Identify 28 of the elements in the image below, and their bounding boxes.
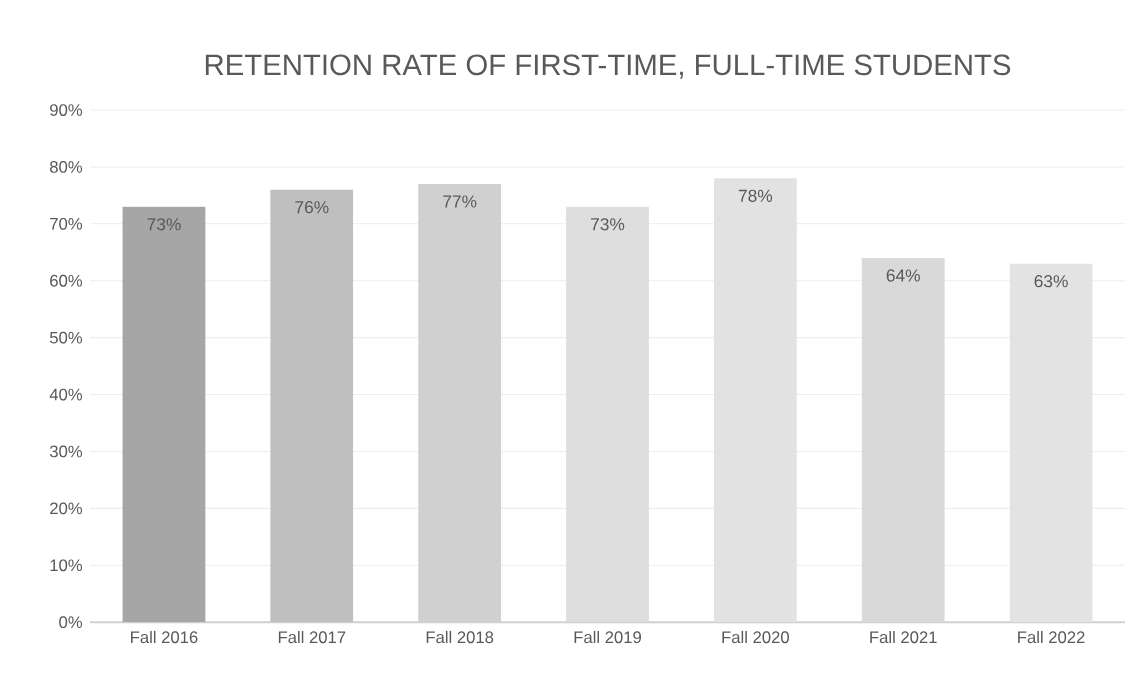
data-label: 64% <box>886 269 920 282</box>
data-label: 77% <box>443 195 477 208</box>
y-tick-label: 70% <box>50 217 83 230</box>
data-label: 63% <box>1034 274 1068 288</box>
y-tick-label: 40% <box>49 388 83 401</box>
y-tick-label: 10% <box>50 559 83 572</box>
y-tick-label: 20% <box>50 502 83 515</box>
x-tick-label: Fall 2017 <box>278 630 346 644</box>
y-tick-label: 80% <box>50 160 83 173</box>
bar <box>270 189 354 623</box>
y-tick-label: 0% <box>59 616 83 628</box>
data-label: 73% <box>147 218 181 231</box>
x-tick-label: Fall 2020 <box>722 630 789 644</box>
x-tick-label: Fall 2018 <box>426 630 494 644</box>
data-label: 76% <box>295 200 329 214</box>
chart-title: RETENTION RATE OF FIRST-TIME, FULL-TIME STUDENTS <box>205 54 1011 79</box>
y-tick-label: 60% <box>50 274 83 287</box>
bar <box>566 206 649 623</box>
y-tick-label: 50% <box>49 331 83 344</box>
x-tick-label: Fall 2019 <box>574 630 641 644</box>
y-tick-label: 90% <box>50 104 83 116</box>
x-tick-label: Fall 2016 <box>131 630 198 644</box>
x-tick-label: Fall 2021 <box>870 630 937 644</box>
x-tick-label: Fall 2022 <box>1018 630 1085 644</box>
data-label: 78% <box>738 189 773 202</box>
bar <box>122 206 206 623</box>
y-tick-label: 30% <box>49 445 83 458</box>
data-label: 73% <box>591 218 625 231</box>
